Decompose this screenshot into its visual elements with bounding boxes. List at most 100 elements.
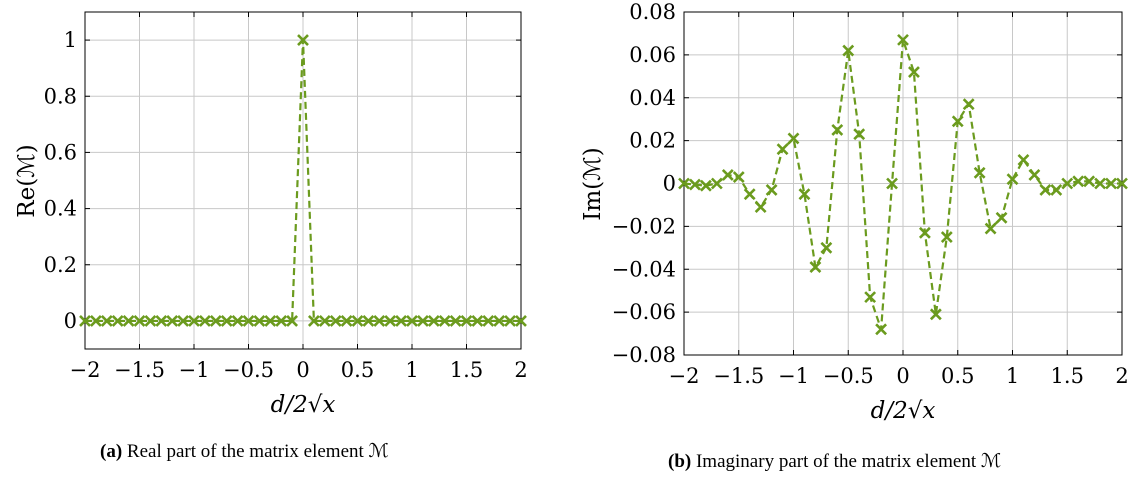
y-tick-label: −0.08 — [612, 343, 676, 367]
data-point-marker — [209, 314, 222, 327]
data-point-marker — [307, 314, 320, 327]
data-point-marker — [1050, 184, 1063, 196]
y-tick-label: −0.06 — [612, 300, 676, 324]
x-tick-label: −1.5 — [114, 358, 165, 382]
data-point-marker — [253, 314, 266, 327]
data-point-marker — [471, 314, 484, 327]
x-tick-label: 2 — [1115, 364, 1128, 388]
data-point-marker — [1105, 177, 1117, 190]
data-point-marker — [1083, 175, 1096, 188]
data-point-marker — [984, 222, 997, 235]
data-point-marker — [460, 314, 473, 327]
data-point-marker — [1006, 173, 1019, 186]
caption-a-text: Real part of the matrix element ℳ — [126, 441, 389, 462]
data-point-marker — [449, 314, 462, 327]
x-tick-label: 1.5 — [450, 358, 483, 382]
x-tick-label: −1 — [778, 364, 809, 388]
data-point-marker — [973, 166, 986, 179]
data-point-marker — [918, 226, 931, 239]
data-point-marker — [286, 314, 299, 327]
x-axis-label: d/2√x — [871, 398, 936, 424]
x-tick-label: −0.5 — [223, 358, 274, 382]
data-point-marker — [340, 314, 353, 327]
data-point-marker — [231, 314, 244, 327]
data-point-marker — [438, 314, 451, 327]
data-point-marker — [242, 314, 255, 327]
y-tick-label: 1 — [64, 28, 77, 52]
data-point-marker — [166, 314, 179, 327]
data-point-marker — [699, 179, 712, 192]
x-tick-label: 0 — [296, 358, 309, 382]
y-axis-label: Re(ℳ) — [14, 144, 40, 217]
y-tick-label: 0 — [64, 309, 77, 333]
y-tick-label: 0.8 — [44, 84, 77, 108]
y-axis-label: Im(ℳ) — [580, 147, 606, 220]
data-point-marker — [177, 314, 190, 327]
data-point-marker — [198, 314, 211, 327]
data-point-marker — [220, 314, 233, 327]
x-axis-label: d/2√x — [271, 392, 336, 418]
data-point-marker — [79, 314, 91, 327]
data-point-marker — [1072, 175, 1085, 188]
y-tick-label: 0.2 — [44, 253, 77, 277]
data-point-marker — [743, 188, 756, 201]
data-point-marker — [406, 314, 418, 327]
plot-b: −2 −1.5 −1 −0.5 0 0.5 1 1.5 2 −0.08 −0.06 −0.04 −0.0… — [580, 0, 1129, 424]
caption-b-tag: (b) — [668, 451, 692, 472]
caption-a: (a) Real part of the matrix element ℳ — [100, 440, 389, 463]
data-point-marker — [1094, 177, 1107, 190]
y-tick-label: −0.04 — [612, 257, 676, 281]
data-point-marker — [853, 128, 866, 141]
data-point-marker — [373, 314, 386, 327]
data-point-marker — [482, 314, 495, 327]
data-point-marker — [678, 177, 690, 190]
data-point-marker — [318, 314, 331, 327]
y-tick-label: −0.02 — [612, 214, 676, 238]
plot-a: −2 −1.5 −1 −0.5 0 0.5 1 1.5 2 0 0.2 0.4 0.6 0.8 1 d/2√x… — [14, 11, 528, 418]
y-tick-label: 0.04 — [629, 86, 676, 110]
data-point-marker — [188, 314, 200, 327]
data-point-marker — [416, 314, 429, 327]
data-point-marker — [809, 261, 822, 274]
data-point-marker — [951, 115, 964, 128]
data-point-marker — [122, 314, 135, 327]
y-tick-label: 0.6 — [44, 140, 77, 164]
y-tick-label: 0 — [663, 172, 676, 196]
y-tick-label: 0.02 — [629, 129, 676, 153]
data-point-marker — [1028, 169, 1041, 181]
data-point-marker — [384, 314, 397, 327]
x-tick-label: 1 — [405, 358, 418, 382]
data-point-marker — [689, 178, 701, 191]
x-tick-label: −0.5 — [823, 364, 874, 388]
data-point-marker — [864, 291, 877, 304]
data-point-marker — [1061, 177, 1074, 190]
data-point-marker — [1116, 177, 1128, 190]
x-tick-label: 2 — [514, 358, 527, 382]
data-point-marker — [754, 201, 767, 214]
x-tick-label: 0.5 — [341, 358, 374, 382]
data-point-marker — [732, 171, 745, 183]
data-point-marker — [886, 177, 898, 190]
y-tick-label: 0.4 — [44, 197, 77, 221]
data-point-marker — [515, 314, 527, 327]
x-tick-label: 0 — [896, 364, 909, 388]
data-point-marker — [427, 314, 440, 327]
data-point-marker — [710, 177, 723, 190]
data-point-marker — [721, 169, 734, 181]
data-point-marker — [297, 34, 309, 47]
caption-a-tag: (a) — [100, 441, 123, 462]
caption-b-text: Imaginary part of the matrix element ℳ — [695, 451, 1002, 472]
data-point-marker — [842, 44, 855, 57]
data-point-marker — [897, 33, 909, 46]
x-tick-label: 0.5 — [941, 364, 974, 388]
data-point-marker — [787, 132, 800, 145]
x-tick-label: −2 — [669, 364, 700, 388]
caption-b: (b) Imaginary part of the matrix element… — [668, 450, 1001, 473]
data-point-marker — [765, 184, 778, 196]
data-point-marker — [329, 314, 342, 327]
y-tick-label: 0.06 — [629, 43, 676, 67]
data-point-marker — [144, 314, 157, 327]
data-point-marker — [351, 314, 364, 327]
data-point-marker — [362, 314, 375, 327]
data-point-marker — [89, 314, 102, 327]
